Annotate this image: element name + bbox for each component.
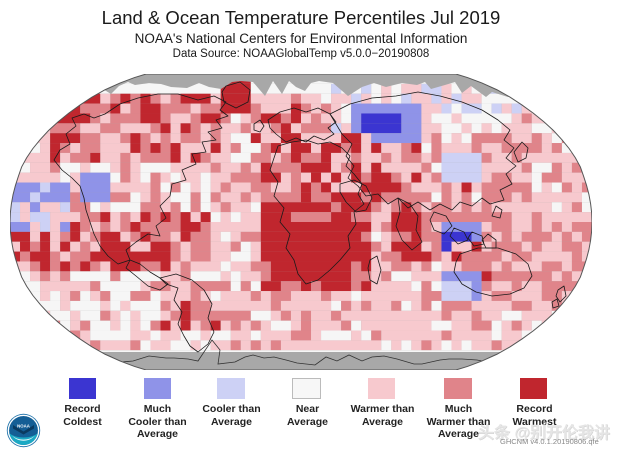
svg-text:NOAA: NOAA [17, 424, 30, 429]
